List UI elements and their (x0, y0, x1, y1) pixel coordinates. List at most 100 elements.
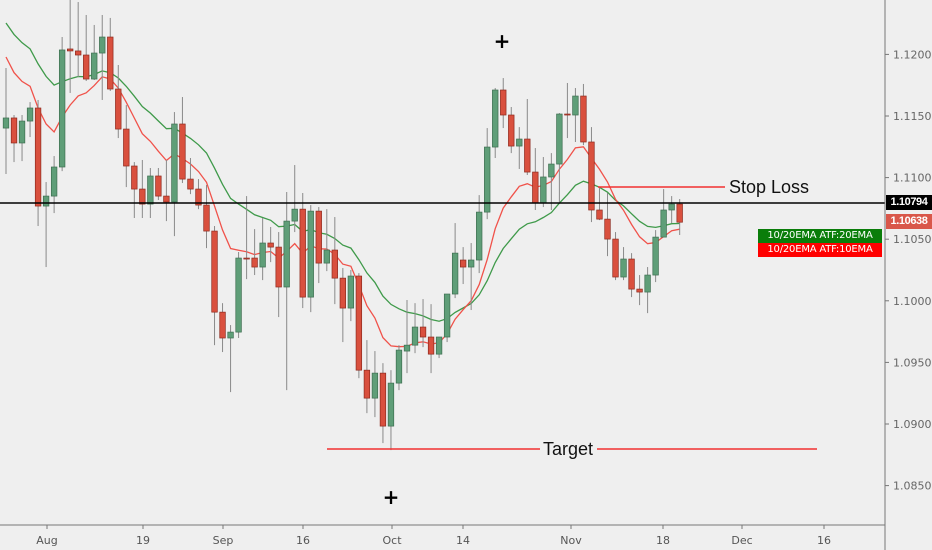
candle[interactable] (347, 270, 355, 322)
candle[interactable] (548, 153, 555, 211)
candle[interactable] (275, 232, 282, 318)
candle[interactable] (636, 275, 643, 306)
candle[interactable] (508, 107, 515, 154)
candle[interactable] (379, 363, 387, 444)
candle[interactable] (195, 179, 202, 210)
candle[interactable] (387, 370, 395, 451)
candle[interactable] (91, 24, 98, 81)
candle[interactable] (668, 196, 675, 224)
candle[interactable] (259, 218, 266, 281)
candle[interactable] (26, 102, 34, 138)
candle-body (668, 203, 675, 211)
candle[interactable] (323, 209, 330, 272)
candle-body (83, 54, 90, 80)
candle[interactable] (139, 159, 146, 219)
candle[interactable] (187, 158, 194, 195)
candle[interactable] (235, 252, 242, 339)
candle[interactable] (203, 184, 210, 249)
candle[interactable] (2, 67, 10, 175)
candle[interactable] (419, 299, 427, 348)
candle-body (331, 249, 338, 279)
candle[interactable] (34, 99, 42, 227)
candle[interactable] (123, 105, 130, 188)
candle[interactable] (171, 112, 178, 237)
candle[interactable] (307, 205, 314, 313)
candle[interactable] (484, 128, 491, 220)
candle[interactable] (411, 303, 419, 354)
candle[interactable] (524, 98, 531, 176)
candle[interactable] (628, 253, 635, 298)
candle[interactable] (580, 83, 587, 146)
candle[interactable] (660, 189, 667, 238)
candle-body (147, 175, 154, 205)
candle[interactable] (58, 37, 66, 172)
candle[interactable] (10, 115, 18, 163)
candle[interactable] (564, 82, 571, 139)
candle[interactable] (451, 223, 459, 299)
candle[interactable] (42, 182, 50, 268)
candle[interactable] (468, 243, 475, 311)
candle[interactable] (75, 2, 82, 78)
candle[interactable] (211, 226, 218, 346)
date-tick-label: Sep (213, 534, 234, 547)
candle[interactable] (299, 193, 306, 309)
candle[interactable] (459, 247, 467, 285)
candle[interactable] (443, 293, 451, 343)
candle[interactable] (363, 340, 371, 414)
candle[interactable] (67, 0, 74, 93)
candle[interactable] (435, 336, 443, 359)
candle[interactable] (131, 162, 138, 219)
candle-body (395, 349, 403, 384)
candle[interactable] (339, 268, 346, 343)
candle[interactable] (291, 165, 298, 233)
candle[interactable] (331, 217, 338, 305)
candle[interactable] (315, 207, 322, 284)
candle[interactable] (50, 156, 58, 214)
candle[interactable] (652, 230, 659, 283)
candle[interactable] (267, 227, 274, 263)
candle[interactable] (179, 97, 186, 184)
candle-body (155, 175, 162, 197)
candle-body (459, 259, 467, 268)
candle[interactable] (403, 300, 411, 374)
candle[interactable] (556, 113, 563, 202)
candle[interactable] (107, 17, 114, 91)
legend-ema20[interactable]: 10/20EMA ATF:20EMA (758, 229, 882, 243)
price-tick-label: 1.12000 (893, 48, 932, 61)
candle[interactable] (532, 148, 539, 211)
candle[interactable] (155, 167, 162, 201)
candle[interactable] (676, 199, 683, 236)
candle[interactable] (612, 232, 619, 281)
price-axis[interactable]: 1.12000 1.11500 1.11000 1.10500 1.10000 1.095… (885, 48, 932, 493)
candle[interactable] (163, 159, 170, 222)
candle[interactable] (540, 157, 547, 208)
candle[interactable] (492, 88, 499, 159)
candle[interactable] (644, 267, 651, 314)
candle-body (50, 166, 58, 197)
candle[interactable] (227, 325, 234, 393)
candle[interactable] (355, 273, 363, 379)
candle[interactable] (500, 78, 507, 129)
candle[interactable] (395, 345, 403, 391)
time-axis[interactable]: Aug 19 Sep 16 Oct 14 Nov 18 Dec 16 (36, 525, 831, 547)
candle[interactable] (83, 14, 90, 82)
candle[interactable] (243, 196, 250, 280)
legend-ema10[interactable]: 10/20EMA ATF:10EMA (758, 243, 882, 257)
candle[interactable] (371, 351, 379, 418)
date-tick-label: 14 (456, 534, 470, 547)
candle[interactable] (427, 304, 435, 374)
candle[interactable] (476, 195, 483, 274)
price-tick-label: 1.10500 (893, 233, 932, 246)
candle[interactable] (251, 229, 258, 276)
candle[interactable] (588, 127, 595, 223)
candle[interactable] (147, 167, 154, 219)
candle[interactable] (283, 192, 290, 391)
candle[interactable] (115, 64, 122, 139)
candle[interactable] (18, 115, 26, 162)
candle[interactable] (99, 14, 106, 100)
candle[interactable] (620, 247, 627, 281)
candle[interactable] (219, 303, 226, 353)
candle[interactable] (572, 88, 579, 142)
candle[interactable] (516, 127, 523, 169)
